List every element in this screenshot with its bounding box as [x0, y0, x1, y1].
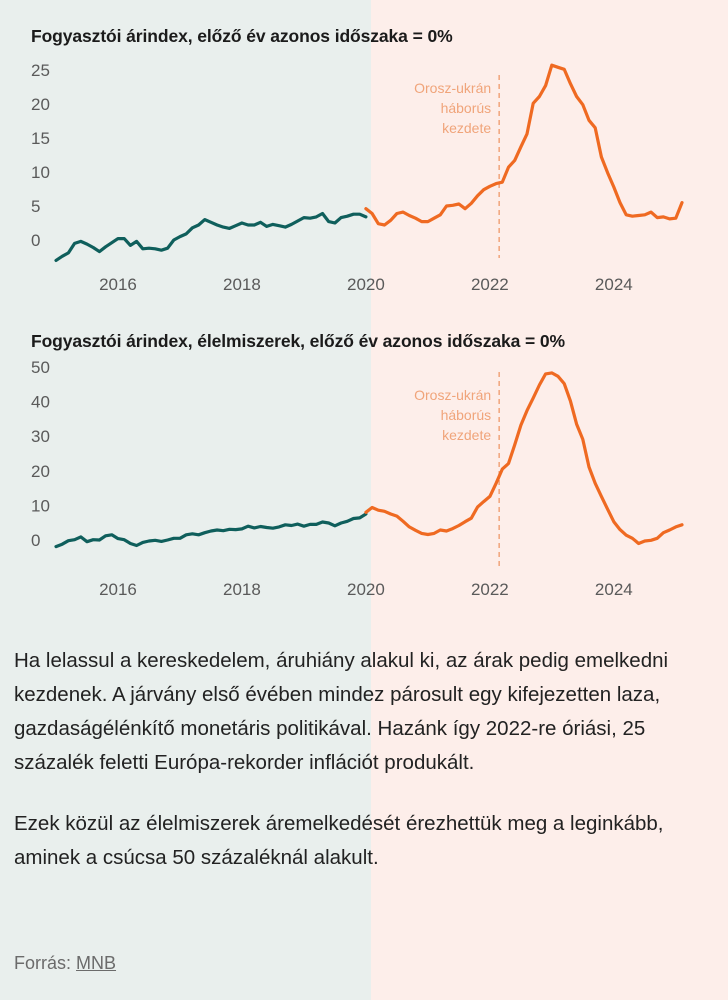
y-tick-label: 10 — [31, 163, 50, 182]
x-tick-label: 2018 — [223, 275, 261, 294]
paragraph: Ezek közül az élelmiszerek áremelkedését… — [14, 812, 664, 869]
paragraph: Ha lelassul a kereskedelem, áruhiány ala… — [14, 649, 669, 774]
x-tick-label: 2020 — [347, 275, 385, 294]
y-tick-label: 40 — [31, 393, 50, 412]
y-tick-label: 25 — [31, 61, 50, 80]
annotation-label: kezdete — [442, 427, 491, 443]
annotation-label: Orosz-ukrán — [414, 387, 491, 403]
chart-title: Fogyasztói árindex, előző év azonos idős… — [31, 26, 453, 46]
y-tick-label: 20 — [31, 462, 50, 481]
series-line-post-2020 — [364, 63, 684, 227]
y-tick-label: 0 — [31, 231, 40, 250]
x-tick-label: 2022 — [471, 275, 509, 294]
x-tick-label: 2024 — [595, 275, 633, 294]
y-tick-label: 10 — [31, 496, 50, 515]
y-tick-label: 30 — [31, 427, 50, 446]
series-line-pre-2020 — [54, 512, 368, 549]
source-link[interactable]: MNB — [76, 953, 117, 973]
source-line: Forrás: MNB — [14, 953, 116, 974]
annotation-label: Orosz-ukrán — [414, 80, 491, 96]
chart-title: Fogyasztói árindex, élelmiszerek, előző … — [31, 331, 565, 351]
article-text: Ha lelassul a kereskedelem, áruhiány ala… — [14, 644, 714, 902]
y-tick-label: 20 — [31, 95, 50, 114]
cpi-chart-svg: 0 5 10 15 20 25 2016 2018 2020 2022 2024 Orosz-ukrá… — [31, 61, 684, 294]
annotation-label: kezdete — [442, 120, 491, 136]
background-pre-2020 — [0, 0, 371, 1000]
series-line-pre-2020 — [54, 211, 368, 262]
food-cpi-chart-svg: 0 10 20 30 40 50 2016 2018 2020 2022 2024 Orosz-ukr… — [31, 358, 684, 599]
y-tick-label: 5 — [31, 197, 40, 216]
source-prefix: Forrás: — [14, 953, 72, 973]
background-post-2020 — [371, 0, 728, 1000]
y-tick-label: 0 — [31, 531, 40, 550]
y-tick-label: 15 — [31, 129, 50, 148]
y-tick-label: 50 — [31, 358, 50, 377]
x-tick-label: 2024 — [595, 580, 633, 599]
x-tick-label: 2016 — [99, 580, 137, 599]
x-tick-label: 2016 — [99, 275, 137, 294]
x-tick-label: 2022 — [471, 580, 509, 599]
annotation-label: háborús — [441, 407, 492, 423]
annotation-label: háborús — [441, 100, 492, 116]
series-line-post-2020 — [364, 371, 684, 546]
x-tick-label: 2018 — [223, 580, 261, 599]
x-tick-label: 2020 — [347, 580, 385, 599]
